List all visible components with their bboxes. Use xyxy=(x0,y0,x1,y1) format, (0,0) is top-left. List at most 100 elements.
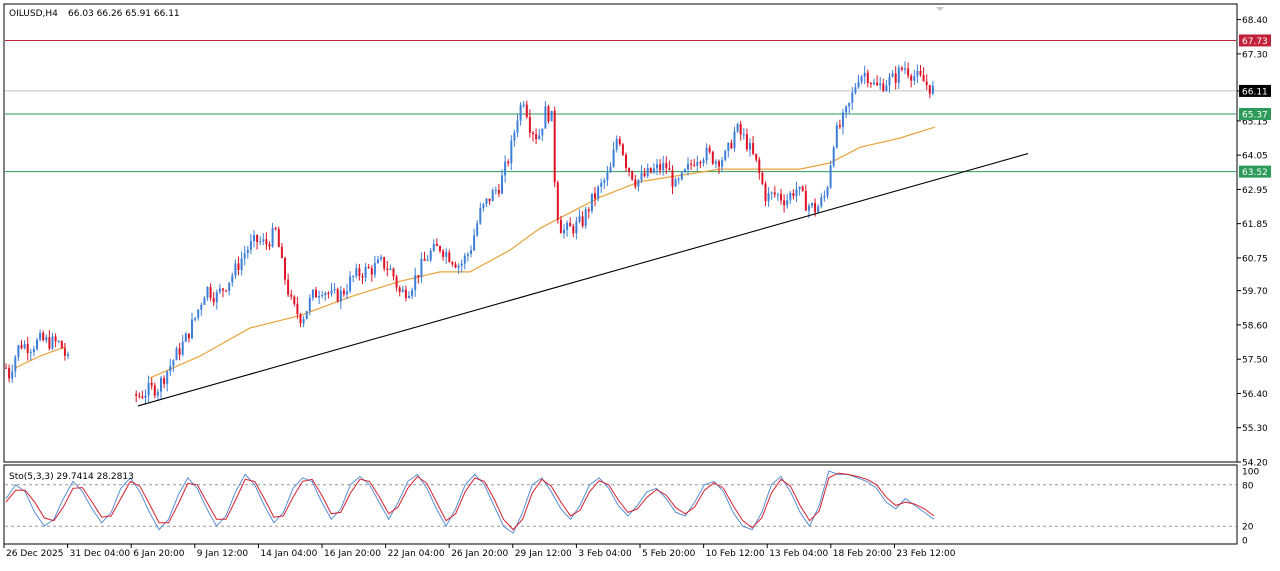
candle-body-55[interactable] xyxy=(240,258,243,271)
candle-body-164[interactable] xyxy=(578,216,581,222)
candle-body-94[interactable] xyxy=(361,276,364,278)
candle-body-36[interactable] xyxy=(181,341,184,355)
candle-body-245[interactable] xyxy=(829,165,832,188)
candle-body-54[interactable] xyxy=(237,263,240,270)
candle-body-190[interactable] xyxy=(659,164,662,171)
candle-body-271[interactable] xyxy=(910,75,913,81)
candle-body-259[interactable] xyxy=(873,82,875,85)
candle-body-42[interactable] xyxy=(200,304,203,310)
candle-body-56[interactable] xyxy=(243,253,246,259)
candle-body-128[interactable] xyxy=(466,254,469,256)
candle-body-220[interactable] xyxy=(752,143,755,154)
candle-body-261[interactable] xyxy=(879,83,882,86)
candle-body-110[interactable] xyxy=(411,290,414,296)
candle-body-97[interactable] xyxy=(370,268,373,275)
candle-body-194[interactable] xyxy=(671,170,674,187)
candle-body-163[interactable] xyxy=(575,221,578,234)
candle-body-172[interactable] xyxy=(603,180,606,183)
candle-body-191[interactable] xyxy=(662,163,665,171)
candle-body-147[interactable] xyxy=(525,104,528,117)
candle-body-137[interactable] xyxy=(494,190,497,191)
candle-body-134[interactable] xyxy=(485,198,488,204)
candle-body-11[interactable] xyxy=(39,332,42,340)
candle-body-105[interactable] xyxy=(395,276,398,288)
candle-body-180[interactable] xyxy=(628,168,631,172)
candle-body-277[interactable] xyxy=(928,85,931,94)
candle-body-222[interactable] xyxy=(758,159,761,173)
candle-body-81[interactable] xyxy=(321,295,324,296)
candle-body-265[interactable] xyxy=(891,73,894,77)
candle-body-126[interactable] xyxy=(460,263,463,266)
candle-body-22[interactable] xyxy=(138,395,141,397)
candle-body-4[interactable] xyxy=(17,345,20,358)
candle-body-122[interactable] xyxy=(448,252,451,263)
candle-body-76[interactable] xyxy=(305,311,308,320)
candle-body-192[interactable] xyxy=(665,163,668,169)
candle-body-59[interactable] xyxy=(253,235,255,242)
candle-body-118[interactable] xyxy=(435,243,438,247)
candle-body-217[interactable] xyxy=(742,134,745,136)
candle-body-236[interactable] xyxy=(801,186,804,191)
candle-body-102[interactable] xyxy=(386,268,389,270)
candle-body-246[interactable] xyxy=(832,147,835,166)
candle-body-251[interactable] xyxy=(848,102,851,107)
candle-body-91[interactable] xyxy=(352,276,355,278)
candle-body-238[interactable] xyxy=(807,205,810,211)
candle-body-264[interactable] xyxy=(888,76,891,86)
candle-body-198[interactable] xyxy=(683,169,686,173)
candle-body-197[interactable] xyxy=(680,172,683,180)
candle-body-219[interactable] xyxy=(749,143,751,150)
candle-body-109[interactable] xyxy=(408,295,410,298)
candle-body-132[interactable] xyxy=(479,207,482,224)
candle-body-186[interactable] xyxy=(646,167,649,177)
candle-body-133[interactable] xyxy=(482,203,485,208)
candle-body-123[interactable] xyxy=(451,262,454,265)
candle-body-103[interactable] xyxy=(389,268,392,270)
candle-body-177[interactable] xyxy=(618,138,621,145)
candle-body-151[interactable] xyxy=(538,135,541,140)
candle-body-278[interactable] xyxy=(931,85,934,94)
candle-body-35[interactable] xyxy=(178,348,181,355)
candle-body-58[interactable] xyxy=(249,241,252,250)
candle-body-269[interactable] xyxy=(904,68,906,70)
candle-body-258[interactable] xyxy=(869,83,872,85)
candle-body-159[interactable] xyxy=(563,229,565,234)
candle-body-86[interactable] xyxy=(336,289,339,302)
candle-body-6[interactable] xyxy=(23,344,26,349)
candle-body-120[interactable] xyxy=(442,251,445,257)
candle-body-20[interactable] xyxy=(67,354,69,356)
candle-body-88[interactable] xyxy=(342,290,345,295)
candle-body-214[interactable] xyxy=(733,131,736,149)
candle-body-106[interactable] xyxy=(398,287,401,292)
candle-body-250[interactable] xyxy=(845,106,848,113)
candle-body-225[interactable] xyxy=(767,193,770,202)
candle-body-79[interactable] xyxy=(315,289,317,298)
candle-body-24[interactable] xyxy=(144,395,147,399)
candle-body-166[interactable] xyxy=(584,209,587,226)
candle-body-136[interactable] xyxy=(491,190,494,202)
candle-body-25[interactable] xyxy=(147,382,150,396)
candle-body-62[interactable] xyxy=(262,239,265,242)
candle-body-226[interactable] xyxy=(770,192,773,194)
candle-body-121[interactable] xyxy=(445,252,448,257)
candle-body-27[interactable] xyxy=(153,385,156,396)
candle-body-19[interactable] xyxy=(63,348,66,356)
candle-body-252[interactable] xyxy=(851,92,854,103)
candle-body-156[interactable] xyxy=(553,110,556,183)
candle-body-237[interactable] xyxy=(804,190,807,211)
candle-body-241[interactable] xyxy=(817,206,820,213)
candle-body-260[interactable] xyxy=(876,82,879,86)
candle-body-148[interactable] xyxy=(528,116,531,133)
candle-body-184[interactable] xyxy=(640,172,643,180)
candle-body-150[interactable] xyxy=(535,134,538,140)
candle-body-215[interactable] xyxy=(736,124,739,132)
candle-body-239[interactable] xyxy=(811,203,813,206)
candle-body-49[interactable] xyxy=(222,288,224,291)
candle-body-224[interactable] xyxy=(764,183,767,201)
candle-body-175[interactable] xyxy=(612,149,615,167)
candle-body-0[interactable] xyxy=(5,367,7,369)
candle-body-18[interactable] xyxy=(60,341,63,349)
candle-body-39[interactable] xyxy=(191,319,193,339)
candle-body-30[interactable] xyxy=(163,378,166,384)
candle-body-47[interactable] xyxy=(215,292,218,303)
